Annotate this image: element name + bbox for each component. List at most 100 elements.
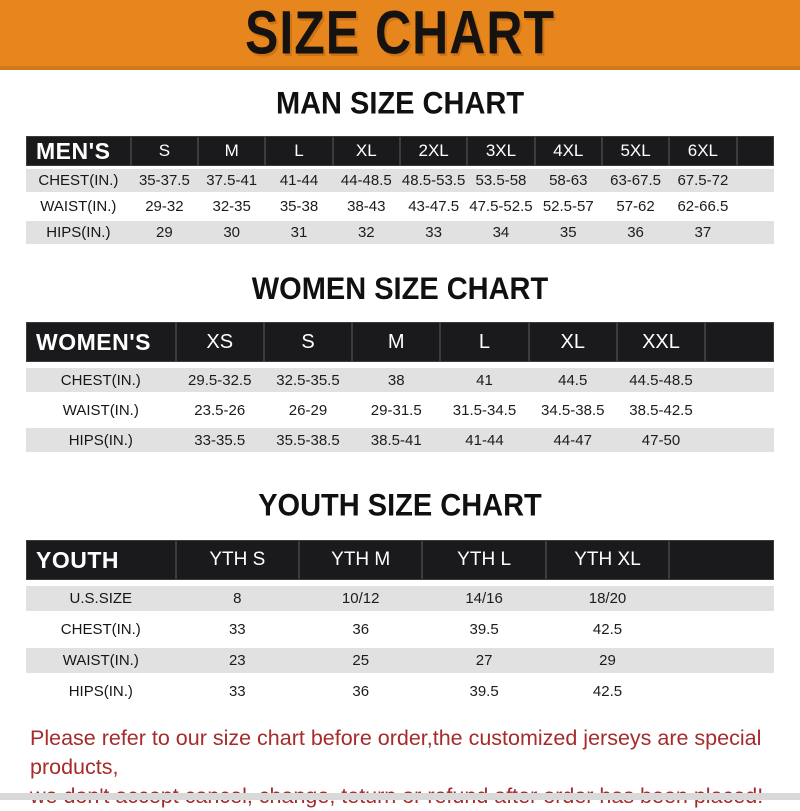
youth-column-yth-m: YTH M <box>299 540 423 580</box>
men-value-cell: 34 <box>467 221 535 244</box>
women-value-cell: 29.5-32.5 <box>175 368 264 392</box>
women-value-cell: 33-35.5 <box>175 428 264 452</box>
women-column-m: M <box>352 322 441 362</box>
women-value-cell: 34.5-38.5 <box>528 398 617 422</box>
women-value-cell: 32.5-35.5 <box>263 368 353 392</box>
table-row: WAIST(IN.) 23 25 27 29 <box>26 648 774 673</box>
men-value-cell: 57-62 <box>601 195 670 218</box>
youth-value-cell: 23 <box>175 648 299 673</box>
youth-value-cell: 36 <box>299 679 423 704</box>
youth-row-spacer <box>669 617 774 642</box>
table-row: HIPS(IN.) 33-35.5 35.5-38.5 38.5-41 41-44 44-… <box>26 428 774 452</box>
youth-row-spacer <box>669 586 774 611</box>
men-header-label: MEN'S <box>26 136 131 166</box>
table-row: WAIST(IN.) 23.5-26 26-29 29-31.5 31.5-34.5 34… <box>26 398 774 422</box>
men-value-cell: 35-37.5 <box>130 169 199 192</box>
youth-value-cell: 33 <box>175 617 299 642</box>
table-row: WAIST(IN.) 29-32 32-35 35-38 38-43 43-47.5 47.… <box>26 195 774 218</box>
men-value-cell: 32-35 <box>198 195 266 218</box>
women-value-cell: 31.5-34.5 <box>440 398 529 422</box>
men-size-table: MEN'S S M L XL 2XL 3XL 4XL 5XL 6XL CHEST(IN.) 35-37… <box>26 133 774 247</box>
banner-title: SIZE CHART <box>245 0 555 68</box>
youth-row-label: HIPS(IN.) <box>26 679 176 704</box>
men-section-heading: MAN SIZE CHART <box>275 86 525 122</box>
men-value-cell: 47.5-52.5 <box>467 195 535 218</box>
men-row-label: CHEST(IN.) <box>26 169 131 192</box>
men-header-row: MEN'S S M L XL 2XL 3XL 4XL 5XL 6XL <box>26 136 774 166</box>
men-value-cell: 52.5-57 <box>534 195 602 218</box>
men-value-cell: 43-47.5 <box>399 195 468 218</box>
youth-row-spacer <box>669 679 774 704</box>
women-value-cell: 29-31.5 <box>352 398 441 422</box>
women-value-cell: 44-47 <box>528 428 617 452</box>
women-column-s: S <box>263 322 353 362</box>
women-value-cell: 44.5 <box>528 368 617 392</box>
youth-value-cell: 39.5 <box>422 617 546 642</box>
men-value-cell: 37 <box>669 221 737 244</box>
men-column-xl: XL <box>332 136 400 166</box>
men-column-4xl: 4XL <box>534 136 602 166</box>
men-column-3xl: 3XL <box>467 136 535 166</box>
men-value-cell: 29 <box>130 221 199 244</box>
men-row-spacer <box>736 221 774 244</box>
youth-header-spacer <box>669 540 774 580</box>
youth-value-cell: 29 <box>545 648 670 673</box>
women-value-cell: 44.5-48.5 <box>616 368 706 392</box>
men-value-cell: 37.5-41 <box>198 169 266 192</box>
youth-column-yth-l: YTH L <box>422 540 546 580</box>
women-value-cell: 38.5-42.5 <box>616 398 706 422</box>
women-row-spacer <box>705 398 774 422</box>
youth-value-cell: 36 <box>299 617 423 642</box>
men-column-5xl: 5XL <box>601 136 670 166</box>
men-value-cell: 38-43 <box>332 195 400 218</box>
men-value-cell: 53.5-58 <box>467 169 535 192</box>
women-header-row: WOMEN'S XS S M L XL XXL <box>26 322 774 362</box>
men-column-m: M <box>198 136 266 166</box>
youth-row-label: U.S.SIZE <box>26 586 176 611</box>
youth-value-cell: 42.5 <box>545 679 670 704</box>
women-row-label: HIPS(IN.) <box>26 428 176 452</box>
youth-size-chart-section: YOUTH SIZE CHART YOUTH YTH S YTH M YTH L YTH… <box>0 458 800 710</box>
youth-value-cell: 33 <box>175 679 299 704</box>
men-value-cell: 36 <box>601 221 670 244</box>
size-chart-banner: SIZE CHART <box>0 0 800 70</box>
women-header-label: WOMEN'S <box>26 322 176 362</box>
women-column-xs: XS <box>175 322 264 362</box>
youth-value-cell: 42.5 <box>545 617 670 642</box>
women-value-cell: 35.5-38.5 <box>263 428 353 452</box>
women-column-xl: XL <box>528 322 617 362</box>
table-row: U.S.SIZE 8 10/12 14/16 18/20 <box>26 586 774 611</box>
order-notice-line1: Please refer to our size chart before or… <box>30 726 762 780</box>
men-size-chart-section: MAN SIZE CHART MEN'S S M L XL 2XL 3XL 4XL 5XL 6XL… <box>0 70 800 247</box>
men-value-cell: 32 <box>332 221 400 244</box>
women-column-xxl: XXL <box>616 322 706 362</box>
women-row-label: WAIST(IN.) <box>26 398 176 422</box>
youth-value-cell: 18/20 <box>545 586 670 611</box>
youth-value-cell: 39.5 <box>422 679 546 704</box>
women-value-cell: 26-29 <box>263 398 353 422</box>
youth-value-cell: 14/16 <box>422 586 546 611</box>
men-value-cell: 44-48.5 <box>332 169 400 192</box>
women-section-heading: WOMEN SIZE CHART <box>251 271 549 307</box>
women-header-spacer <box>705 322 774 362</box>
men-column-s: S <box>130 136 199 166</box>
men-value-cell: 62-66.5 <box>669 195 737 218</box>
table-row: HIPS(IN.) 33 36 39.5 42.5 <box>26 679 774 704</box>
men-row-spacer <box>736 169 774 192</box>
women-column-l: L <box>440 322 529 362</box>
women-value-cell: 38.5-41 <box>352 428 441 452</box>
women-row-spacer <box>705 368 774 392</box>
bottom-strip <box>0 793 800 800</box>
men-value-cell: 35 <box>534 221 602 244</box>
men-row-spacer <box>736 195 774 218</box>
women-value-cell: 38 <box>352 368 441 392</box>
men-value-cell: 31 <box>265 221 333 244</box>
youth-value-cell: 27 <box>422 648 546 673</box>
men-value-cell: 30 <box>198 221 266 244</box>
youth-column-yth-xl: YTH XL <box>545 540 670 580</box>
youth-value-cell: 25 <box>299 648 423 673</box>
table-row: CHEST(IN.) 29.5-32.5 32.5-35.5 38 41 44.5 44.5… <box>26 368 774 392</box>
men-value-cell: 67.5-72 <box>669 169 737 192</box>
women-size-table: WOMEN'S XS S M L XL XXL CHEST(IN.) 29.5-32.5 32.5… <box>26 316 774 458</box>
youth-section-heading: YOUTH SIZE CHART <box>258 487 542 524</box>
